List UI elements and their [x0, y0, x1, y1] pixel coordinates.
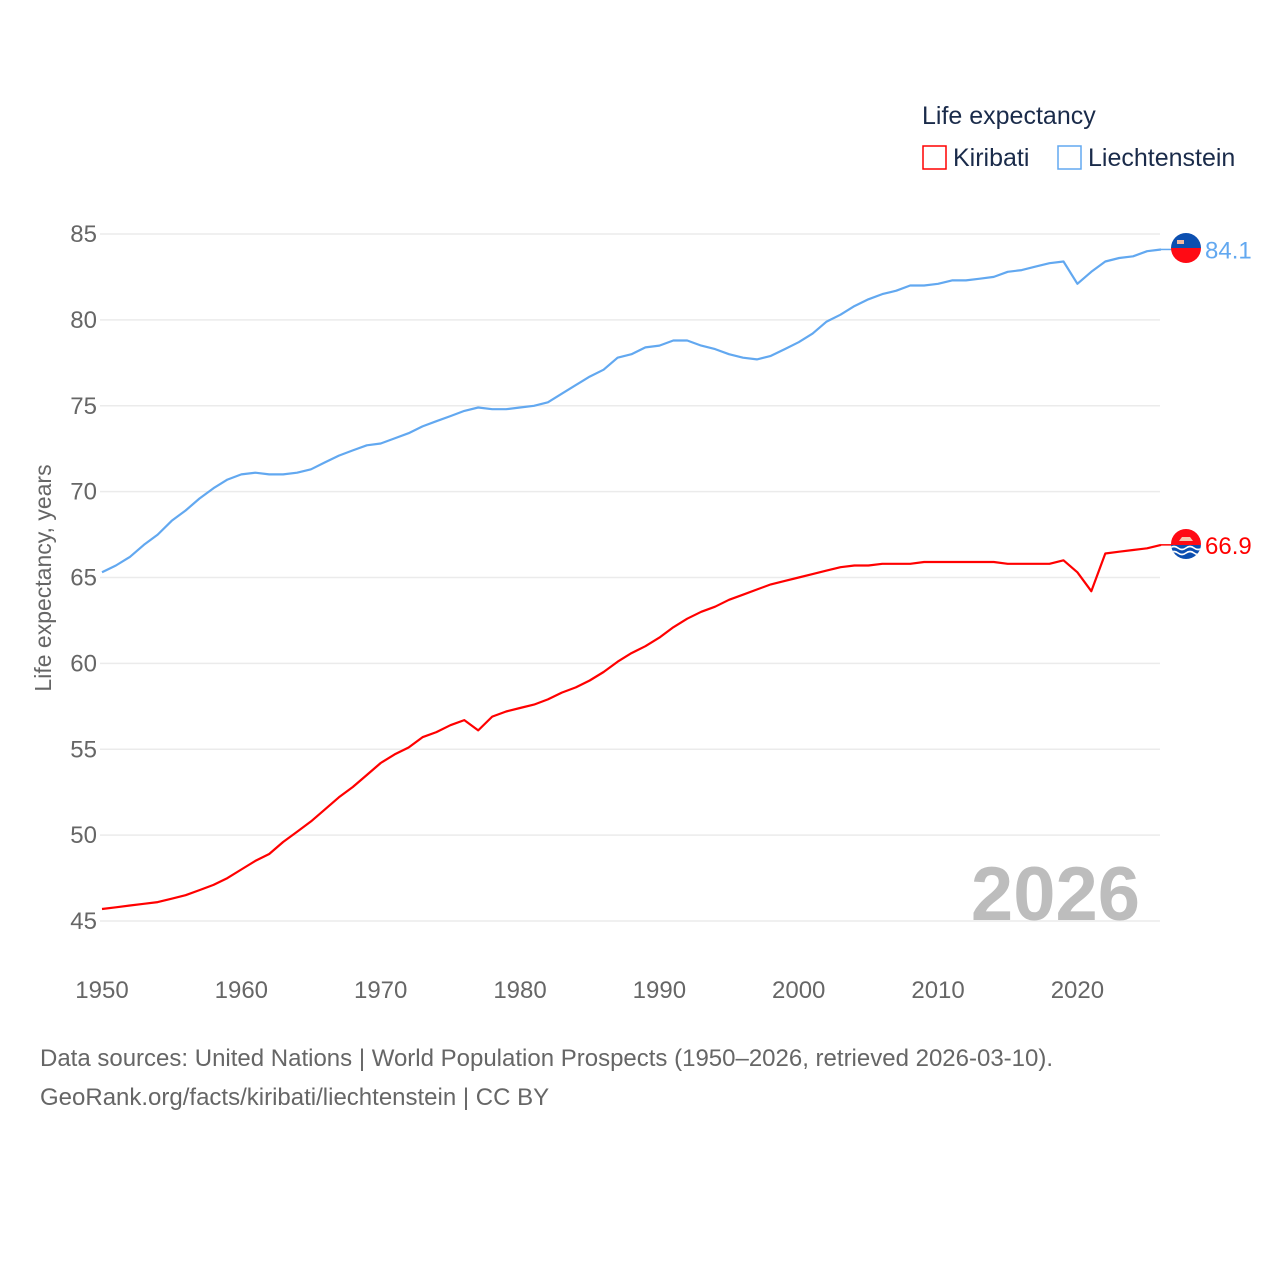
x-tick-label: 1970	[354, 977, 407, 1004]
x-tick-label: 2010	[911, 977, 964, 1004]
y-tick-label: 75	[70, 393, 97, 420]
y-tick-label: 55	[70, 736, 97, 763]
legend-title: Life expectancy	[922, 102, 1096, 130]
x-tick-label: 1950	[75, 977, 128, 1004]
end-value-label-kiribati: 66.9	[1205, 533, 1252, 560]
y-tick-label: 50	[70, 822, 97, 849]
footer-attribution[interactable]: GeoRank.org/facts/kiribati/liechtenstein…	[40, 1084, 550, 1111]
x-tick-label: 1960	[215, 977, 268, 1004]
legend-label-kiribati: Kiribati	[953, 144, 1029, 172]
legend-swatch-kiribati	[922, 145, 947, 170]
x-tick-label: 1990	[633, 977, 686, 1004]
liechtenstein-flag-icon	[1171, 233, 1201, 263]
kiribati-flag-icon	[1171, 529, 1201, 559]
y-tick-label: 45	[70, 908, 97, 935]
series-line-liechtenstein[interactable]	[101, 248, 1162, 574]
y-tick-label: 80	[70, 307, 97, 334]
y-tick-label: 60	[70, 650, 97, 677]
x-tick-label: 2020	[1051, 977, 1104, 1004]
legend-label-liechtenstein: Liechtenstein	[1088, 144, 1235, 172]
x-tick-label: 2000	[772, 977, 825, 1004]
legend-item-kiribati[interactable]: Kiribati	[922, 144, 1029, 172]
y-axis-title: Life expectancy, years	[30, 464, 56, 691]
legend-item-liechtenstein[interactable]: Liechtenstein	[1057, 144, 1235, 172]
series-line-kiribati[interactable]	[101, 543, 1162, 911]
y-tick-label: 85	[70, 221, 97, 248]
end-value-label-liechtenstein: 84.1	[1205, 237, 1252, 264]
legend-swatch-liechtenstein	[1057, 145, 1082, 170]
x-tick-label: 1980	[493, 977, 546, 1004]
y-tick-label: 65	[70, 565, 97, 592]
footer-sources: Data sources: United Nations | World Pop…	[40, 1045, 1054, 1072]
current-year-label: 2026	[971, 852, 1140, 937]
y-tick-label: 70	[70, 479, 97, 506]
